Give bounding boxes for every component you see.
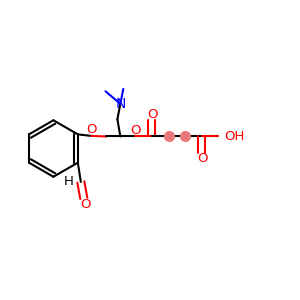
- Text: O: O: [147, 108, 158, 121]
- Text: H: H: [64, 176, 74, 188]
- Text: N: N: [115, 97, 125, 111]
- Text: O: O: [130, 124, 140, 137]
- Text: OH: OH: [224, 130, 244, 143]
- Text: O: O: [86, 123, 97, 136]
- Text: O: O: [197, 152, 207, 165]
- Text: O: O: [80, 198, 91, 211]
